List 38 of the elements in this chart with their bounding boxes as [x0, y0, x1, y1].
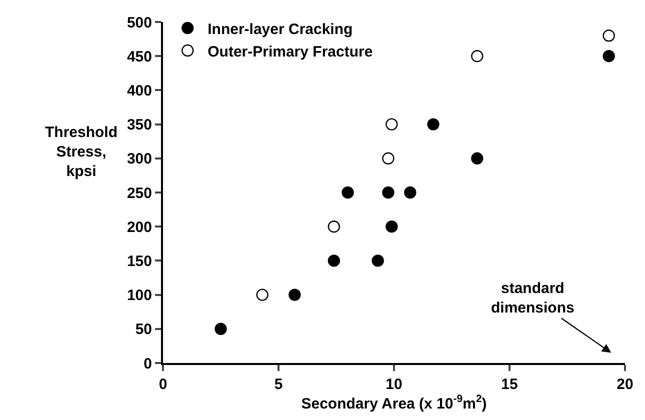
point — [328, 254, 340, 267]
y-tick-label: 400 — [126, 82, 152, 100]
y-axis-title: Threshold Stress, kpsi — [45, 124, 118, 180]
point — [404, 186, 416, 199]
y-tick-label: 200 — [126, 218, 152, 236]
y-tick-label: 50 — [135, 321, 152, 338]
legend-label: Outer-Primary Fracture — [208, 43, 373, 60]
y-tick-label: 250 — [126, 184, 152, 202]
x-tick-label: 0 — [158, 376, 168, 393]
point — [602, 30, 615, 42]
y-tick-label: 100 — [126, 287, 152, 304]
point — [382, 186, 394, 199]
point — [214, 322, 227, 335]
point — [471, 50, 484, 62]
x-tick-label: 10 — [386, 376, 402, 393]
legend-label: Inner-layer Cracking — [208, 20, 353, 38]
x-axis-title: Secondary Area (x 10$^{-9}$m$^{2}$) — [301, 393, 487, 412]
point — [256, 288, 268, 301]
y-tick-label: 150 — [126, 252, 152, 270]
y-tick-label: 450 — [126, 48, 152, 66]
point — [288, 288, 301, 301]
point — [602, 50, 615, 62]
point — [427, 118, 440, 130]
y-tick-label: 0 — [144, 355, 152, 372]
y-tick-label: 350 — [126, 116, 152, 134]
point — [386, 220, 398, 233]
x-tick-label: 15 — [501, 376, 518, 393]
point — [328, 220, 340, 233]
x-tick-label: 5 — [274, 376, 283, 393]
annotation: standard dimensions — [491, 280, 574, 316]
point — [386, 118, 398, 130]
point — [372, 254, 384, 267]
point — [471, 152, 484, 164]
y-tick-label: 300 — [126, 150, 152, 168]
point — [382, 152, 394, 164]
x-tick-label: 20 — [616, 376, 634, 393]
point — [342, 186, 354, 199]
y-tick-label: 500 — [126, 14, 152, 32]
